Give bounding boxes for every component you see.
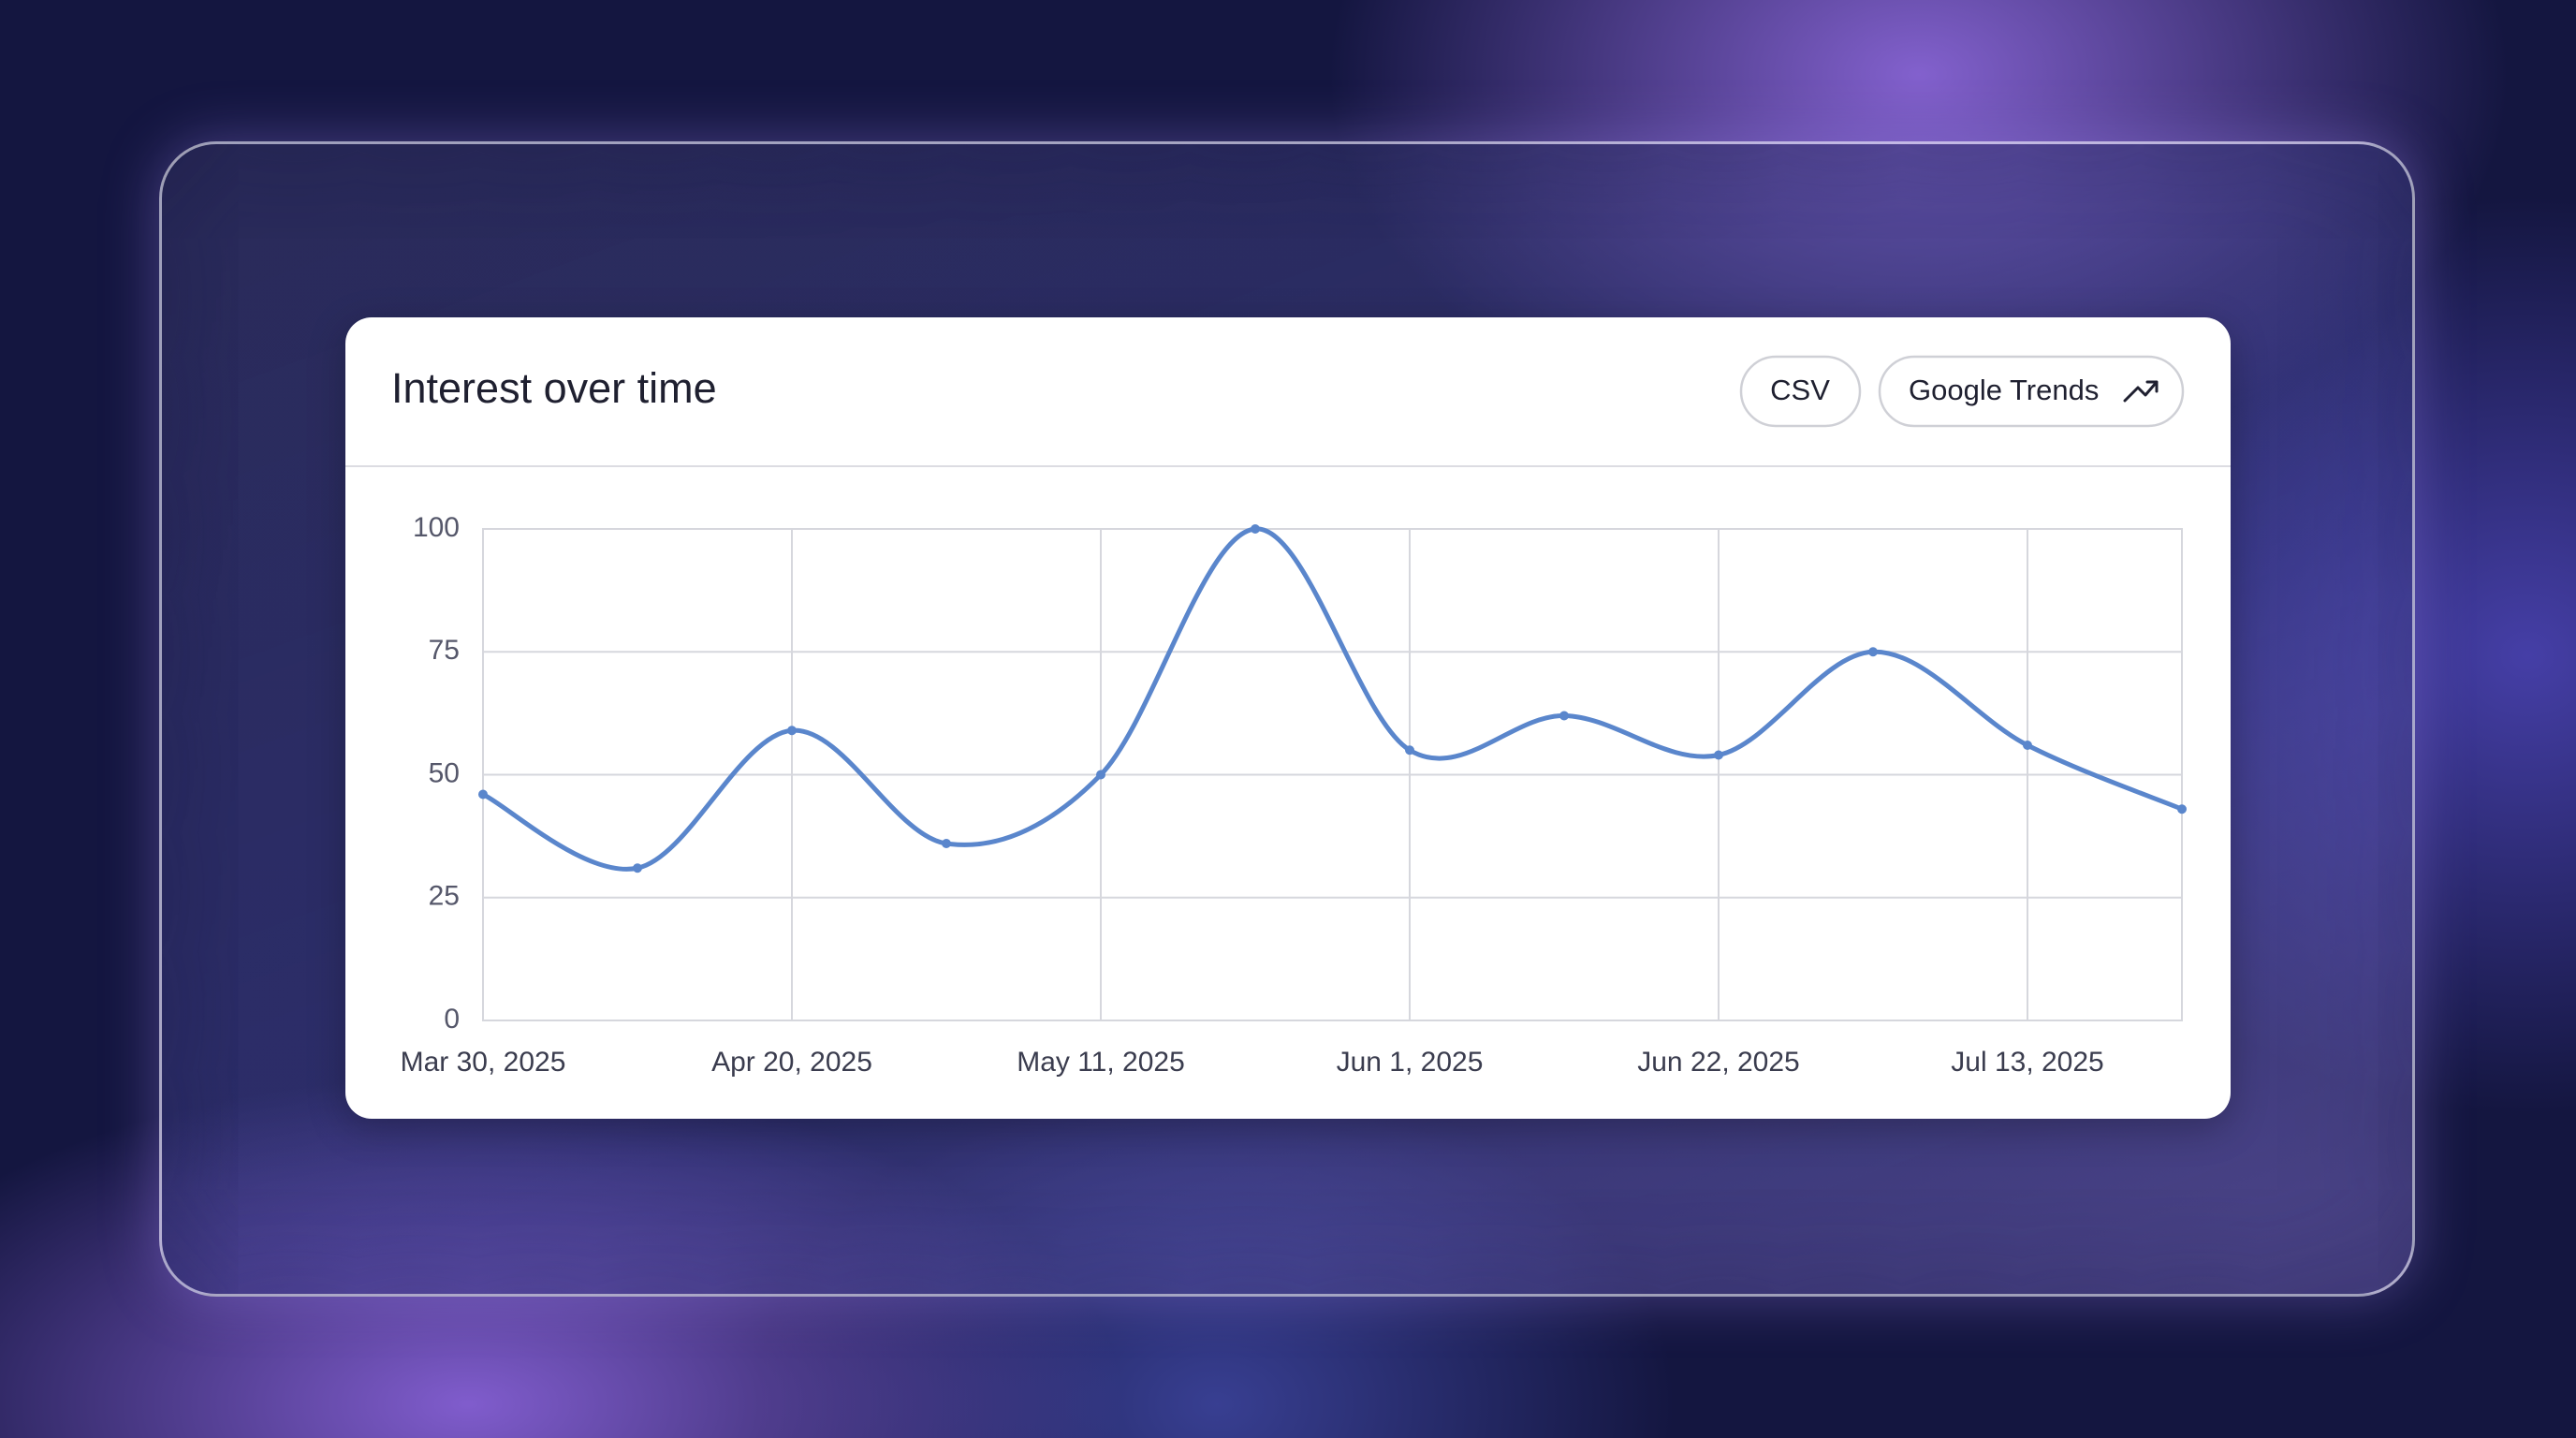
x-tick-label: Apr 20, 2025: [711, 1047, 872, 1078]
point: [1868, 647, 1878, 657]
series-line: [481, 526, 2183, 872]
x-tick-label: May 11, 2025: [1017, 1047, 1185, 1078]
point: [2023, 741, 2032, 750]
trends-button[interactable]: [1878, 355, 2185, 428]
point: [1714, 750, 1723, 760]
x-tick-label: Mar 30, 2025: [401, 1047, 566, 1078]
csv-button-label[interactable]: CSV: [1770, 374, 1830, 406]
csv-button[interactable]: [1739, 355, 1862, 428]
point: [478, 789, 488, 800]
point: [1096, 770, 1105, 780]
card: [345, 317, 2231, 1119]
point: [1405, 745, 1414, 756]
card-header: [345, 317, 2231, 467]
x-tick-label: Jun 1, 2025: [1337, 1047, 1484, 1078]
trend-icon: [2123, 380, 2159, 403]
plot-border: [482, 528, 2183, 1021]
y-tick-label: 50: [429, 757, 460, 788]
card-title: Interest over time: [391, 364, 717, 412]
point: [633, 863, 642, 873]
point: [2177, 804, 2187, 814]
point: [1559, 711, 1569, 721]
point: [787, 726, 797, 736]
y-tick-label: 75: [429, 635, 460, 666]
y-tick-label: 100: [413, 512, 460, 543]
x-tick-label: Jun 22, 2025: [1637, 1047, 1799, 1078]
point: [942, 839, 951, 848]
x-tick-label: Jul 13, 2025: [1951, 1047, 2103, 1078]
y-tick-label: 25: [429, 881, 460, 912]
y-tick-label: 0: [444, 1004, 460, 1034]
point: [1251, 524, 1260, 534]
trends-button-label[interactable]: Google Trends: [1909, 374, 2099, 406]
